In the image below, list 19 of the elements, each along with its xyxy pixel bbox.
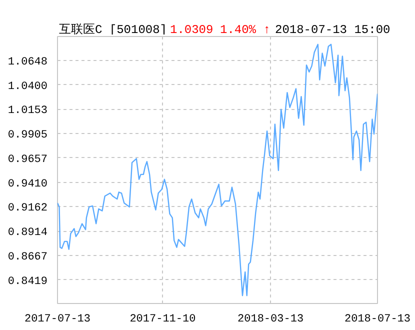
chart-title: 互联医C [501008] xyxy=(59,22,168,39)
x-tick-label: 2017-07-13 xyxy=(24,314,91,326)
annotation: 2018-07-13 15:00 xyxy=(275,22,390,39)
y-tick-label: 1.0400 xyxy=(8,80,48,93)
y-tick-label: 0.9905 xyxy=(8,130,48,142)
y-tick-label: 1.0153 xyxy=(8,105,48,118)
y-tick-label: 1.0648 xyxy=(8,56,48,68)
y-tick-label: 0.9162 xyxy=(8,202,48,215)
x-tick-label: 2018-07-13 xyxy=(344,314,411,326)
y-tick-label: 0.8419 xyxy=(8,276,48,288)
line-series xyxy=(58,44,378,296)
y-tick-label: 0.8667 xyxy=(8,252,48,264)
y-tick-label: 0.9657 xyxy=(8,154,48,166)
y-tick-label: 0.8914 xyxy=(8,227,48,240)
annotation: 1.0309 xyxy=(170,22,214,39)
x-tick-label: 2018-03-13 xyxy=(238,314,304,326)
annotation: 1.40% ↑ xyxy=(220,22,270,39)
x-tick-label: 2017-11-10 xyxy=(130,314,196,326)
y-tick-label: 0.9410 xyxy=(8,178,48,190)
